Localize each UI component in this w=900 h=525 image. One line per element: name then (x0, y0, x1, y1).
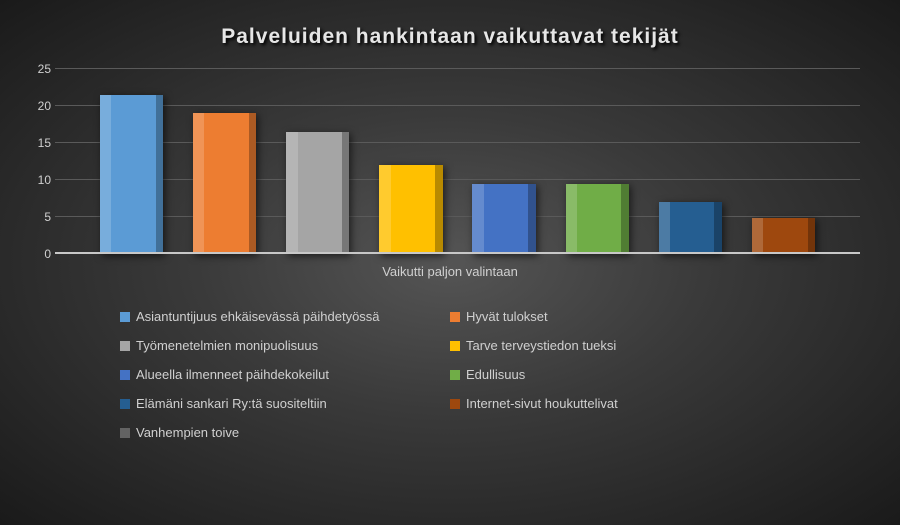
legend: Asiantuntijuus ehkäisevässä päihdetyössä… (40, 309, 860, 440)
chart-title: Palveluiden hankintaan vaikuttavat tekij… (40, 25, 860, 49)
x-axis-line (55, 252, 860, 254)
legend-label: Internet-sivut houkuttelivat (466, 396, 618, 411)
legend-item: Elämäni sankari Ry:tä suositeltiin (120, 396, 450, 411)
legend-label: Asiantuntijuus ehkäisevässä päihdetyössä (136, 309, 380, 324)
bar (566, 184, 629, 254)
bar (752, 218, 815, 254)
legend-row: Alueella ilmenneet päihdekokeilut Edullis… (120, 367, 780, 382)
y-tick: 25 (26, 62, 51, 76)
legend-swatch (450, 341, 460, 351)
bar-slot (178, 69, 271, 254)
bar-slot (644, 69, 737, 254)
legend-item: Edullisuus (450, 367, 780, 382)
bar-slot (737, 69, 830, 254)
legend-label: Vanhempien toive (136, 425, 239, 440)
bar (100, 95, 163, 254)
legend-label: Työmenetelmien monipuolisuus (136, 338, 318, 353)
legend-label: Edullisuus (466, 367, 525, 382)
y-tick: 5 (26, 210, 51, 224)
legend-swatch (120, 341, 130, 351)
legend-item: Hyvät tulokset (450, 309, 780, 324)
bar-slot (551, 69, 644, 254)
bar (286, 132, 349, 254)
legend-row: Vanhempien toive (120, 425, 780, 440)
legend-item (450, 425, 780, 440)
bar-slot (271, 69, 364, 254)
legend-swatch (120, 312, 130, 322)
bar-slot (85, 69, 178, 254)
legend-item: Alueella ilmenneet päihdekokeilut (120, 367, 450, 382)
y-tick: 15 (26, 136, 51, 150)
legend-swatch (450, 312, 460, 322)
legend-swatch (450, 399, 460, 409)
y-tick: 20 (26, 99, 51, 113)
legend-item: Vanhempien toive (120, 425, 450, 440)
bar (659, 202, 722, 254)
bars-container (55, 69, 860, 254)
legend-item: Asiantuntijuus ehkäisevässä päihdetyössä (120, 309, 450, 324)
legend-label: Hyvät tulokset (466, 309, 548, 324)
legend-swatch (120, 370, 130, 380)
x-axis-label: Vaikutti paljon valintaan (40, 264, 860, 279)
legend-item: Tarve terveystiedon tueksi (450, 338, 780, 353)
legend-item: Työmenetelmien monipuolisuus (120, 338, 450, 353)
legend-swatch (120, 399, 130, 409)
legend-label: Alueella ilmenneet päihdekokeilut (136, 367, 329, 382)
bar (379, 165, 442, 254)
bar-slot (364, 69, 457, 254)
legend-label: Tarve terveystiedon tueksi (466, 338, 616, 353)
chart-container: Palveluiden hankintaan vaikuttavat tekij… (0, 0, 900, 525)
bar (472, 184, 535, 254)
bar-slot (458, 69, 551, 254)
legend-swatch (450, 370, 460, 380)
bar (193, 113, 256, 254)
legend-row: Työmenetelmien monipuolisuus Tarve tervey… (120, 338, 780, 353)
plot-area: 0510152025 (55, 69, 860, 254)
legend-swatch (120, 428, 130, 438)
legend-row: Elämäni sankari Ry:tä suositeltiin Intern… (120, 396, 780, 411)
y-axis: 0510152025 (30, 69, 55, 254)
y-tick: 0 (26, 247, 51, 261)
legend-label: Elämäni sankari Ry:tä suositeltiin (136, 396, 327, 411)
legend-item: Internet-sivut houkuttelivat (450, 396, 780, 411)
legend-row: Asiantuntijuus ehkäisevässä päihdetyössä… (120, 309, 780, 324)
y-tick: 10 (26, 173, 51, 187)
